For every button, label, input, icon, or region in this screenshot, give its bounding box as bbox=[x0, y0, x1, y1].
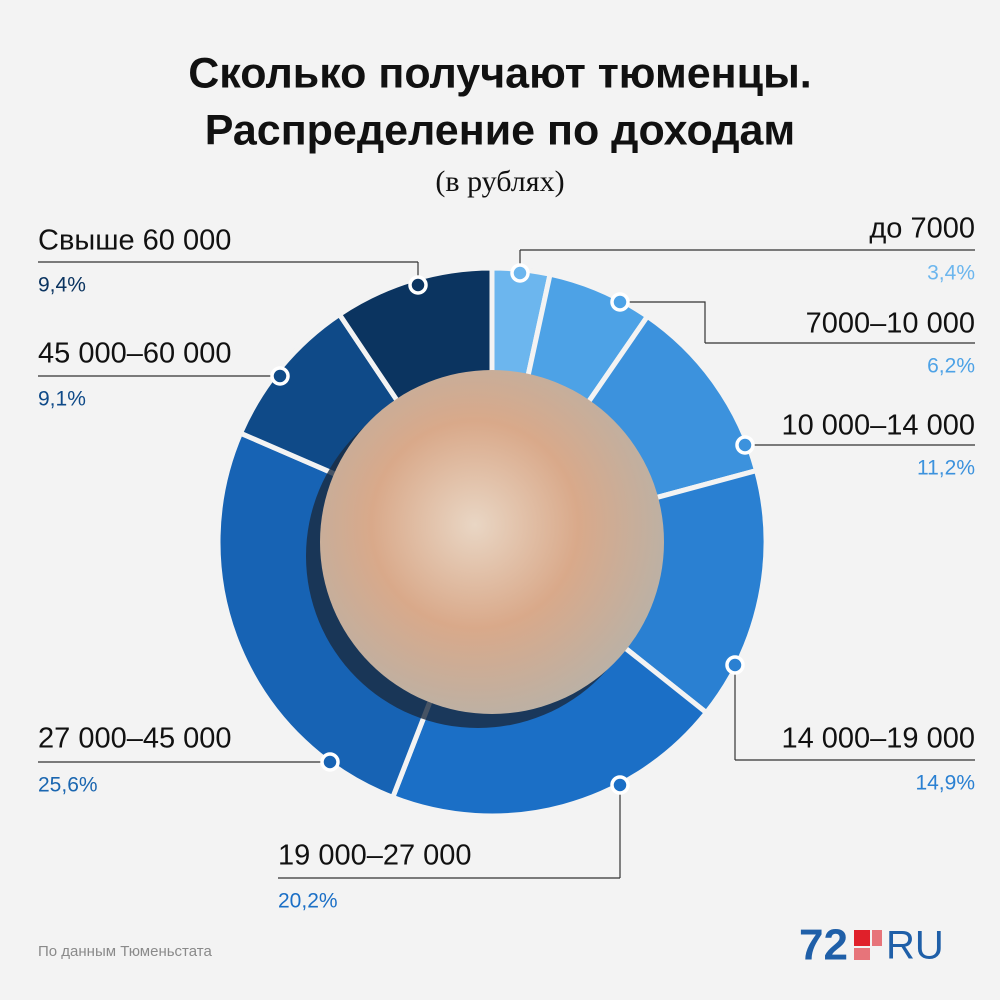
value-label: 14,9% bbox=[915, 772, 975, 795]
logo-mark bbox=[854, 948, 870, 960]
category-label: 19 000–27 000 bbox=[278, 840, 472, 872]
value-label: 3,4% bbox=[927, 262, 975, 285]
leader-line bbox=[620, 301, 706, 343]
logo-suffix: RU bbox=[886, 924, 944, 968]
category-label: 14 000–19 000 bbox=[781, 723, 975, 755]
logo-mark bbox=[872, 930, 882, 946]
category-label: до 7000 bbox=[869, 213, 975, 245]
center-image bbox=[320, 370, 664, 714]
subtitle: (в рублях) bbox=[435, 165, 564, 198]
leader-dot bbox=[270, 366, 290, 386]
category-label: 10 000–14 000 bbox=[781, 410, 975, 442]
title-line: Сколько получают тюменцы. bbox=[188, 49, 812, 97]
value-label: 6,2% bbox=[927, 355, 975, 378]
leader-dot bbox=[408, 275, 428, 295]
leader-dot bbox=[510, 263, 530, 283]
logo-number: 72 bbox=[799, 921, 848, 970]
leader-dot bbox=[610, 775, 630, 795]
leader-dot bbox=[610, 292, 630, 312]
labels: до 7000 3,4% 7000–10 000 6,2% 10 000–14 000 1… bbox=[38, 213, 975, 913]
value-label: 9,4% bbox=[38, 274, 86, 297]
value-label: 25,6% bbox=[38, 774, 98, 797]
value-label: 20,2% bbox=[278, 890, 338, 913]
category-label: 45 000–60 000 bbox=[38, 338, 232, 370]
logo-mark bbox=[854, 930, 870, 946]
value-label: 11,2% bbox=[917, 457, 975, 480]
title-line: Распределение по доходам bbox=[205, 106, 795, 154]
leader-dot bbox=[725, 655, 745, 675]
leader-dot bbox=[320, 752, 340, 772]
source: По данным Тюменьстата bbox=[38, 943, 212, 960]
value-label: 9,1% bbox=[38, 388, 86, 411]
category-label: 27 000–45 000 bbox=[38, 723, 232, 755]
category-label: Свыше 60 000 bbox=[38, 225, 231, 257]
category-label: 7000–10 000 bbox=[806, 308, 975, 340]
leader-dot bbox=[735, 435, 755, 455]
